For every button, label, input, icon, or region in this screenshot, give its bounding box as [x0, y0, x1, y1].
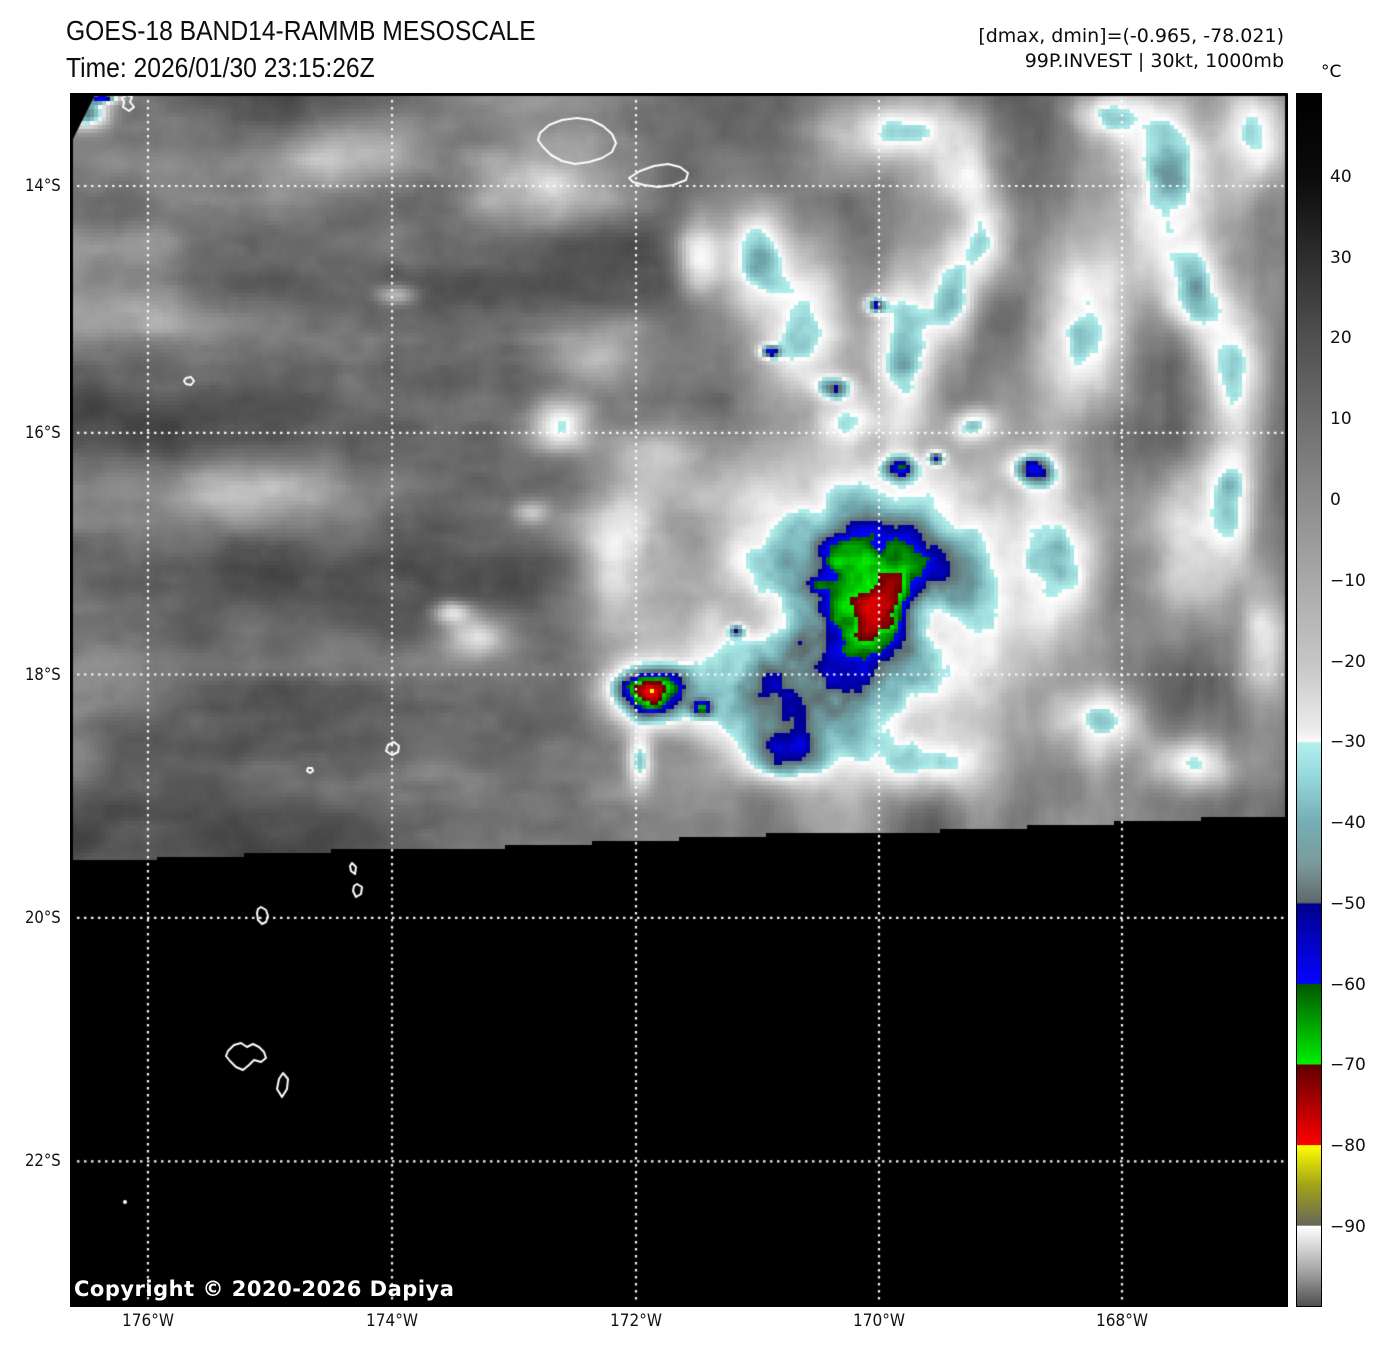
colorbar-tick: −60	[1330, 974, 1366, 995]
colorbar-tick: −90	[1330, 1216, 1366, 1237]
satellite-map	[70, 93, 1288, 1307]
dmax-dmin-readout: [dmax, dmin]=(-0.965, -78.021)	[978, 25, 1284, 47]
lon-label: 170°W	[852, 1311, 905, 1331]
colorbar-tick: −80	[1330, 1136, 1366, 1157]
colorbar-tick: −20	[1330, 651, 1366, 672]
colorbar-tick: 40	[1330, 167, 1352, 187]
lon-label: 172°W	[609, 1311, 662, 1331]
lat-label: 22°S	[25, 1151, 61, 1171]
colorbar-tick: 30	[1330, 247, 1352, 268]
lat-label: 14°S	[25, 175, 61, 195]
colorbar-gradient	[1296, 93, 1322, 1307]
colorbar-tick: −30	[1330, 732, 1366, 753]
page-title: GOES-18 BAND14-RAMMB MESOSCALE	[66, 15, 536, 46]
colorbar-tick: −70	[1330, 1055, 1366, 1076]
colorbar-tick: 20	[1330, 328, 1352, 349]
timestamp: Time: 2026/01/30 23:15:26Z	[66, 52, 375, 83]
storm-readout: 99P.INVEST | 30kt, 1000mb	[1024, 50, 1284, 72]
lon-label: 174°W	[366, 1311, 419, 1331]
colorbar-tick: 0	[1330, 490, 1341, 511]
colorbar-tick: −50	[1330, 893, 1366, 914]
lat-label: 18°S	[25, 664, 61, 684]
colorbar-tick: 10	[1330, 409, 1352, 430]
colorbar-tick: −10	[1330, 570, 1366, 591]
header-block: GOES-18 BAND14-RAMMB MESOSCALE Time: 202…	[66, 12, 536, 86]
lon-label: 176°W	[121, 1311, 174, 1331]
annotation-block: [dmax, dmin]=(-0.965, -78.021) 99P.INVES…	[978, 24, 1284, 74]
lon-label: 168°W	[1095, 1311, 1148, 1331]
lat-label: 16°S	[25, 422, 61, 442]
colorbar-tick: −40	[1330, 812, 1366, 833]
colorbar-unit-label: °C	[1321, 62, 1342, 82]
copyright-text: Copyright © 2020-2026 Dapiya	[74, 1277, 455, 1301]
lat-label: 20°S	[25, 907, 61, 927]
